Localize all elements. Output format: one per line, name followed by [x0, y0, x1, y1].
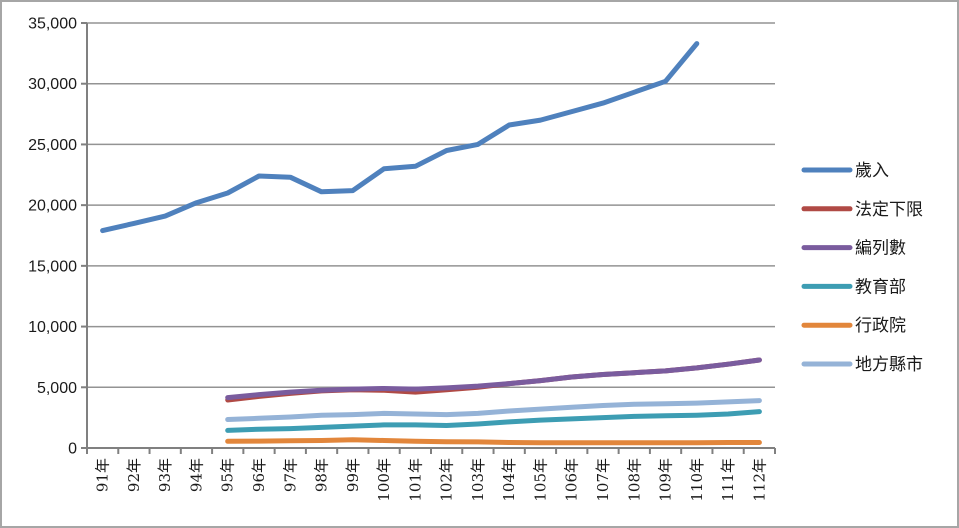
x-tick-label: 103年 [469, 458, 487, 502]
x-tick-label: 105年 [531, 458, 549, 502]
y-tick-label: 10,000 [28, 319, 77, 336]
x-tick-label: 94年 [187, 458, 205, 492]
series-line-地方縣市 [225, 398, 762, 422]
series-line-行政院 [225, 437, 762, 446]
legend-label-行政院: 行政院 [855, 316, 906, 336]
x-tick-label: 101年 [406, 458, 424, 502]
x-tick-label: 104年 [500, 458, 518, 502]
x-tick-label: 102年 [438, 458, 456, 502]
y-tick-label: 30,000 [28, 76, 77, 93]
series-line-法定下限 [225, 357, 762, 403]
legend-label-法定下限: 法定下限 [855, 200, 923, 220]
y-tick-label: 20,000 [28, 198, 77, 215]
y-tick-label: 0 [68, 441, 77, 458]
x-tick-label: 95年 [219, 458, 237, 492]
x-tick-label: 106年 [563, 458, 581, 502]
x-tick-label: 110年 [688, 458, 706, 502]
legend-label-歲入: 歲入 [855, 161, 889, 181]
y-tick-label: 35,000 [28, 16, 77, 33]
x-tick-label: 93年 [156, 458, 174, 492]
x-tick-label: 92年 [125, 458, 143, 492]
x-tick-label: 111年 [719, 458, 737, 502]
x-tick-label: 108年 [625, 458, 643, 502]
y-tick-label: 15,000 [28, 258, 77, 275]
legend-label-地方縣市: 地方縣市 [855, 355, 923, 375]
legend-label-教育部: 教育部 [855, 277, 906, 297]
x-tick-label: 107年 [594, 458, 612, 502]
series-line-編列數 [225, 357, 762, 401]
x-tick-label: 112年 [750, 458, 768, 502]
x-tick-label: 91年 [94, 458, 112, 492]
series-line-歲入 [100, 41, 700, 234]
y-tick-label: 5,000 [37, 380, 77, 397]
x-tick-label: 96年 [250, 458, 268, 492]
legend-label-編列數: 編列數 [855, 239, 906, 259]
x-tick-label: 109年 [657, 458, 675, 502]
x-tick-label: 99年 [344, 458, 362, 492]
y-tick-label: 25,000 [28, 137, 77, 154]
series-line-教育部 [225, 409, 762, 433]
x-tick-label: 97年 [281, 458, 299, 492]
x-tick-label: 100年 [375, 458, 393, 502]
x-tick-label: 98年 [313, 458, 331, 492]
